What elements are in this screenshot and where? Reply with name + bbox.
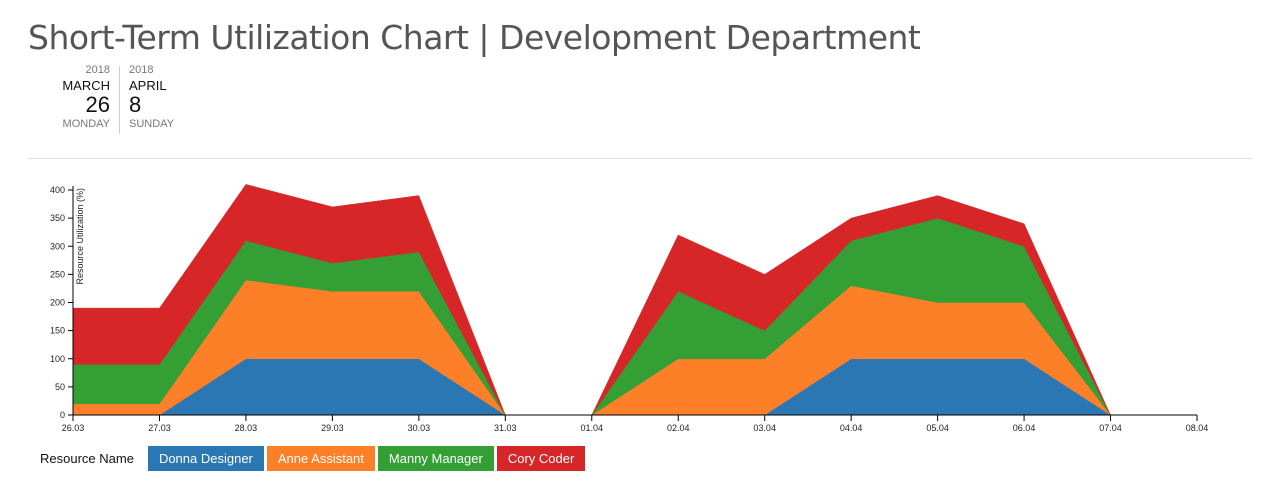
x-tick-label: 01.04 [581,423,604,433]
date-separator [119,66,120,134]
y-axis: 0 50 100 150 200 250 300 350 400 Resource Utiliza… [50,185,85,420]
header-divider [28,158,1252,159]
x-tick-label: 05.04 [926,423,949,433]
x-tick-label: 06.04 [1013,423,1036,433]
y-tick-label: 300 [50,241,65,251]
end-weekday: SUNDAY [129,118,175,130]
start-month: MARCH [62,78,110,93]
page-title: Short-Term Utilization Chart | Developme… [28,18,921,57]
start-year: 2018 [85,64,110,76]
y-tick-label: 100 [50,354,65,364]
x-tick-label: 28.03 [235,423,258,433]
y-tick-label: 150 [50,326,65,336]
end-year: 2018 [129,64,154,76]
legend-item-manny-manager[interactable]: Manny Manager [377,446,494,471]
legend-item-donna-designer[interactable]: Donna Designer [147,446,264,471]
x-axis: 26.03 27.03 28.03 29.03 30.03 31.03 01.04 02.04… [62,414,1209,433]
x-tick-label: 26.03 [62,423,85,433]
legend-item-anne-assistant[interactable]: Anne Assistant [266,446,375,471]
y-tick-label: 50 [55,382,65,392]
y-axis-label: Resource Utilization (%) [75,188,85,285]
start-date[interactable]: 2018 MARCH 26 MONDAY [58,64,110,130]
y-tick-label: 250 [50,269,65,279]
x-tick-label: 29.03 [321,423,344,433]
x-tick-label: 08.04 [1186,423,1209,433]
start-day: 26 [85,92,110,117]
x-tick-label: 02.04 [667,423,690,433]
x-tick-label: 27.03 [148,423,171,433]
y-tick-label: 400 [50,185,65,195]
utilization-chart: 0 50 100 150 200 250 300 350 400 Resource Utiliza… [50,184,1209,433]
x-tick-label: 07.04 [1099,423,1122,433]
x-tick-label: 04.04 [840,423,863,433]
end-date[interactable]: 2018 APRIL 8 SUNDAY [129,64,189,130]
start-weekday: MONDAY [62,118,110,130]
y-tick-label: 350 [50,213,65,223]
legend-item-cory-coder[interactable]: Cory Coder [496,446,586,471]
y-tick-label: 0 [60,410,65,420]
x-tick-label: 31.03 [494,423,517,433]
end-month: APRIL [129,78,167,93]
legend-label: Resource Name [40,451,134,466]
end-day: 8 [129,92,142,117]
area-cory-coder-segment-1 [72,184,506,416]
y-tick-label: 200 [50,298,65,308]
x-tick-label: 03.04 [753,423,776,433]
legend-items: Donna Designer Anne Assistant Manny Manage… [147,446,588,471]
x-tick-label: 30.03 [408,423,431,433]
legend: Resource Name Donna Designer Anne Assista… [40,446,588,471]
